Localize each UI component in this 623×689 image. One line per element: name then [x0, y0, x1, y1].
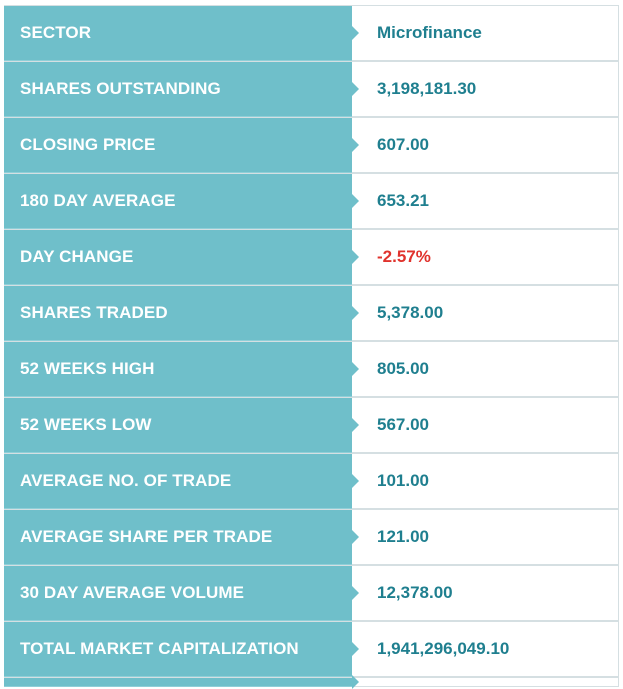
stat-row-total-market-capitalization: TOTAL MARKET CAPITALIZATION 1,941,296,04…	[4, 621, 619, 677]
stat-row-52-weeks-low: 52 WEEKS LOW 567.00	[4, 397, 619, 453]
stat-label: TOTAL MARKET CAPITALIZATION	[4, 622, 359, 677]
stat-row-52-weeks-high: 52 WEEKS HIGH 805.00	[4, 341, 619, 397]
stat-label-empty	[4, 675, 359, 689]
stat-label: CLOSING PRICE	[4, 118, 359, 173]
stat-value: 3,198,181.30	[352, 62, 619, 117]
stat-label: 180 DAY AVERAGE	[4, 174, 359, 229]
stat-label: SECTOR	[4, 6, 359, 61]
stat-row-cutoff	[4, 675, 619, 689]
stat-label: DAY CHANGE	[4, 230, 359, 285]
stat-row-sector: SECTOR Microfinance	[4, 5, 619, 61]
stat-value: 12,378.00	[352, 566, 619, 621]
stat-label: AVERAGE SHARE PER TRADE	[4, 510, 359, 565]
stat-value: 653.21	[352, 174, 619, 229]
stat-label: SHARES OUTSTANDING	[4, 62, 359, 117]
stat-row-day-change: DAY CHANGE -2.57%	[4, 229, 619, 285]
stat-label: 52 WEEKS HIGH	[4, 342, 359, 397]
stat-value: 101.00	[352, 454, 619, 509]
stat-label: AVERAGE NO. OF TRADE	[4, 454, 359, 509]
stat-value: Microfinance	[352, 6, 619, 61]
stat-value: 567.00	[352, 398, 619, 453]
stat-row-shares-traded: SHARES TRADED 5,378.00	[4, 285, 619, 341]
stat-label: SHARES TRADED	[4, 286, 359, 341]
stat-value: 1,941,296,049.10	[352, 622, 619, 677]
stat-row-shares-outstanding: SHARES OUTSTANDING 3,198,181.30	[4, 61, 619, 117]
stat-row-closing-price: CLOSING PRICE 607.00	[4, 117, 619, 173]
stat-value-negative: -2.57%	[352, 230, 619, 285]
stat-row-average-no-of-trade: AVERAGE NO. OF TRADE 101.00	[4, 453, 619, 509]
stat-label: 30 DAY AVERAGE VOLUME	[4, 566, 359, 621]
stat-row-180-day-average: 180 DAY AVERAGE 653.21	[4, 173, 619, 229]
stat-row-average-share-per-trade: AVERAGE SHARE PER TRADE 121.00	[4, 509, 619, 565]
stat-value-empty	[352, 678, 619, 687]
stat-value: 805.00	[352, 342, 619, 397]
stock-stats-table: SECTOR Microfinance SHARES OUTSTANDING 3…	[4, 5, 619, 689]
stat-label: 52 WEEKS LOW	[4, 398, 359, 453]
stat-row-30-day-average-volume: 30 DAY AVERAGE VOLUME 12,378.00	[4, 565, 619, 621]
stat-value: 121.00	[352, 510, 619, 565]
stat-value: 607.00	[352, 118, 619, 173]
stat-value: 5,378.00	[352, 286, 619, 341]
